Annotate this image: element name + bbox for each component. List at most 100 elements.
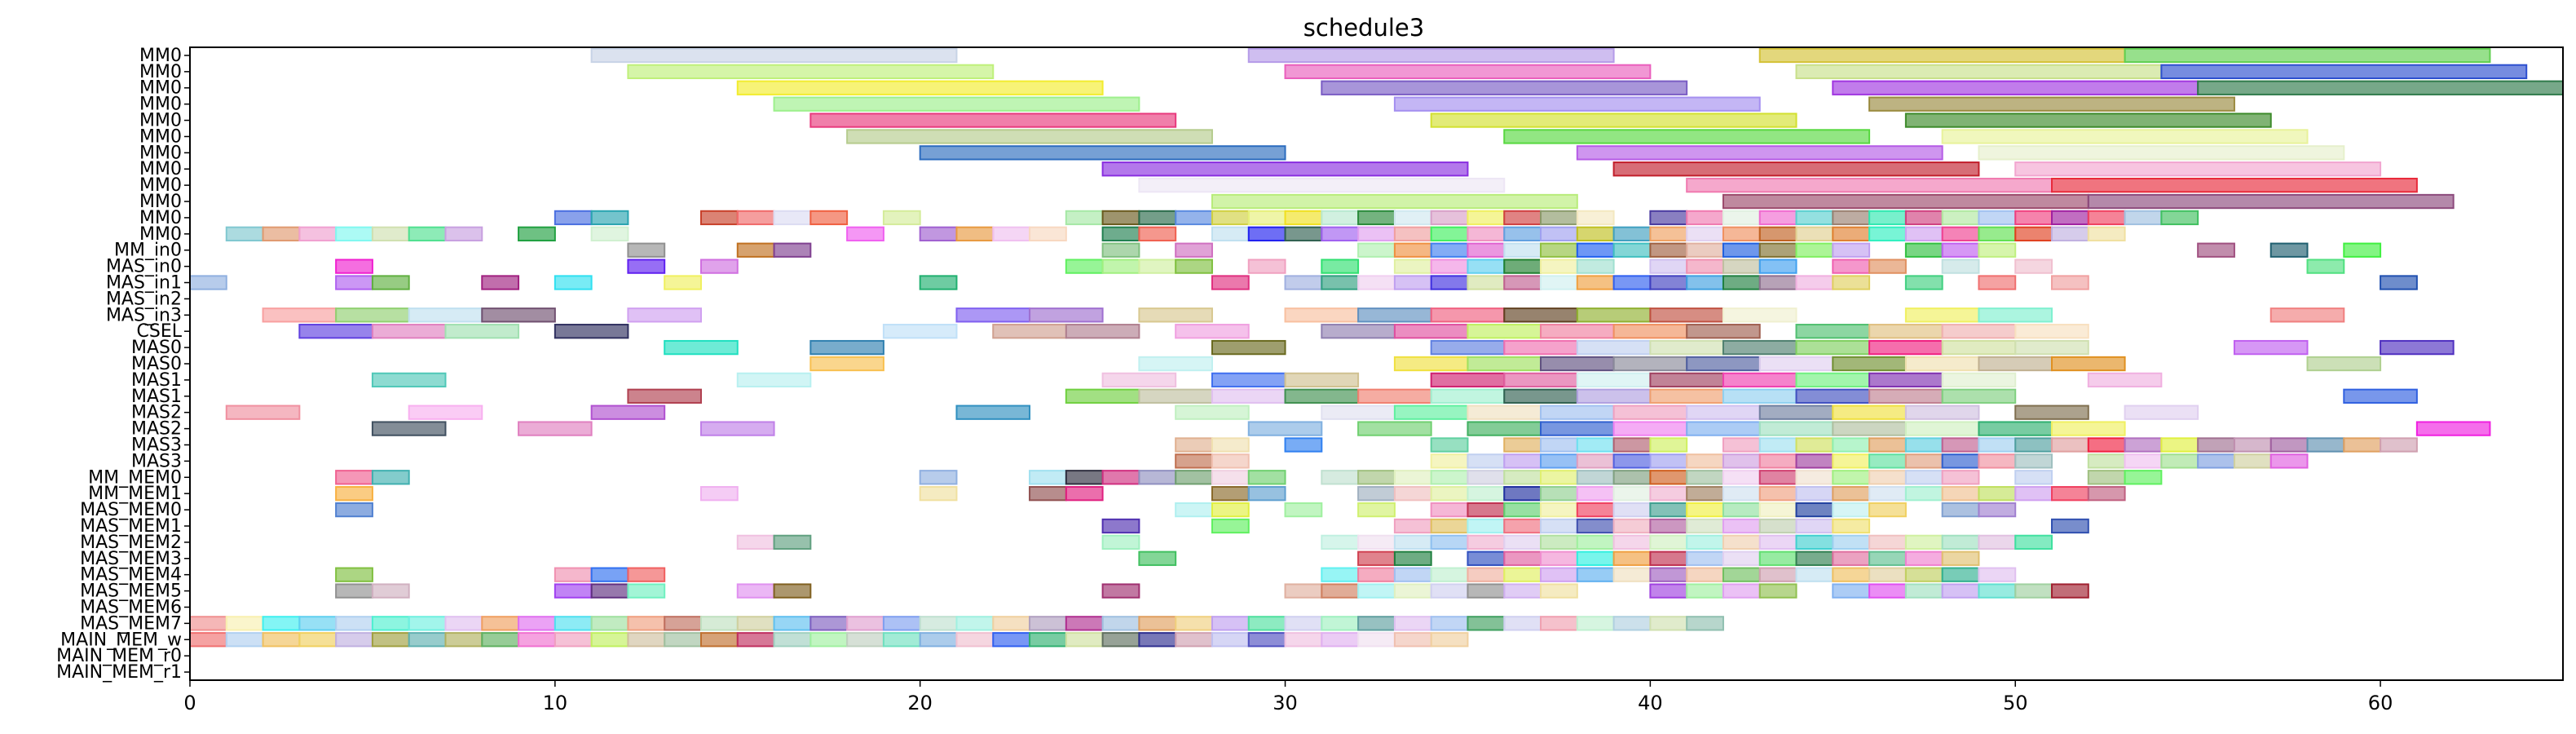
task-bar — [518, 616, 556, 631]
task-bar — [699, 259, 739, 274]
task-bar — [1467, 226, 1506, 241]
task-bar — [1686, 324, 1761, 339]
task-bar — [1138, 388, 1213, 404]
task-bar — [1576, 226, 1615, 241]
task-bar — [335, 567, 373, 582]
task-bar — [1612, 453, 1652, 469]
task-bar — [1576, 339, 1652, 356]
task-bar — [1758, 356, 1834, 372]
task-bar — [1868, 437, 1907, 453]
task-bar — [444, 616, 483, 631]
task-bar — [1065, 616, 1104, 631]
task-bar — [225, 632, 264, 648]
task-bar — [1868, 339, 1943, 356]
task-bar — [1503, 129, 1871, 144]
task-bar — [882, 324, 958, 339]
task-bar — [846, 616, 884, 631]
task-bar — [481, 307, 556, 323]
task-bar — [1284, 388, 1360, 404]
task-bar — [1758, 275, 1797, 290]
task-bar — [1503, 388, 1578, 404]
task-bar — [1540, 583, 1578, 599]
task-bar — [1576, 307, 1652, 323]
task-bar — [225, 405, 301, 420]
task-bar — [1321, 80, 1688, 95]
y-tick-label: MM0 — [139, 143, 182, 163]
task-bar — [2233, 437, 2272, 453]
task-bar — [1722, 193, 2089, 210]
task-bar — [1211, 193, 1578, 210]
task-bar — [1503, 453, 1542, 469]
task-bar — [2087, 210, 2126, 226]
task-bar — [1649, 453, 1688, 469]
task-bar — [1649, 518, 1688, 534]
task-bar — [1686, 177, 2053, 193]
chart-title: schedule3 — [1303, 14, 1424, 42]
task-bar — [1686, 518, 1724, 534]
task-bar — [1868, 226, 1907, 241]
task-bar — [1795, 437, 1834, 453]
task-bar — [2051, 583, 2089, 599]
task-bar — [955, 632, 995, 648]
task-bar — [2051, 177, 2418, 193]
task-bar — [1101, 259, 1140, 274]
task-bar — [1612, 534, 1652, 550]
task-bar — [1393, 259, 1432, 274]
task-bar — [736, 80, 1104, 95]
task-bar — [554, 275, 593, 290]
y-tick-label: MM0 — [139, 95, 182, 115]
task-bar — [1795, 534, 1834, 550]
task-bar — [1430, 307, 1506, 323]
task-bar — [664, 616, 702, 631]
task-bar — [1138, 210, 1177, 226]
task-bar — [335, 470, 373, 485]
y-tick-label: MAS_in3 — [106, 305, 182, 325]
task-bar — [1868, 550, 1907, 566]
task-bar — [1795, 242, 1834, 258]
task-bar — [1430, 518, 1469, 534]
task-bar — [1430, 437, 1469, 453]
task-bar — [1795, 518, 1834, 534]
task-bar — [1795, 275, 1834, 290]
y-tick-label: MM0 — [139, 192, 182, 212]
y-tick-label: MM0 — [139, 208, 182, 228]
task-bar — [2087, 372, 2163, 388]
task-bar — [1101, 242, 1140, 258]
task-bar — [1649, 534, 1688, 550]
task-bar — [1758, 583, 1797, 599]
task-bar — [1357, 502, 1396, 518]
task-bar — [2415, 421, 2491, 436]
task-bar — [1941, 210, 1980, 226]
task-bar — [1321, 259, 1360, 274]
task-bar — [736, 534, 775, 550]
task-bar — [1832, 421, 1907, 436]
task-bar — [1941, 550, 1980, 566]
task-bar — [1649, 502, 1688, 518]
task-bar — [1686, 421, 1761, 436]
task-bar — [1576, 550, 1615, 566]
task-bar — [809, 356, 884, 372]
task-bar — [2306, 356, 2382, 372]
task-bar — [1284, 583, 1323, 599]
task-bar — [627, 567, 666, 582]
task-bar — [335, 616, 373, 631]
task-bar — [1175, 259, 1213, 274]
task-bar — [481, 275, 520, 290]
task-bar — [1393, 616, 1432, 631]
task-bar — [627, 388, 702, 404]
task-bar — [1393, 583, 1432, 599]
task-bar — [2014, 486, 2053, 502]
task-bar — [1649, 339, 1724, 356]
task-bar — [1284, 372, 1360, 388]
task-bar — [1941, 502, 1980, 518]
task-bar — [1832, 502, 1871, 518]
task-bar — [1722, 583, 1761, 599]
task-bar — [1503, 550, 1542, 566]
task-bar — [1503, 242, 1542, 258]
task-bar — [882, 632, 921, 648]
task-bar — [408, 405, 483, 420]
task-bar — [736, 583, 775, 599]
task-bar — [919, 632, 958, 648]
y-tick-label: MM0 — [139, 62, 182, 82]
task-bar — [2014, 583, 2053, 599]
